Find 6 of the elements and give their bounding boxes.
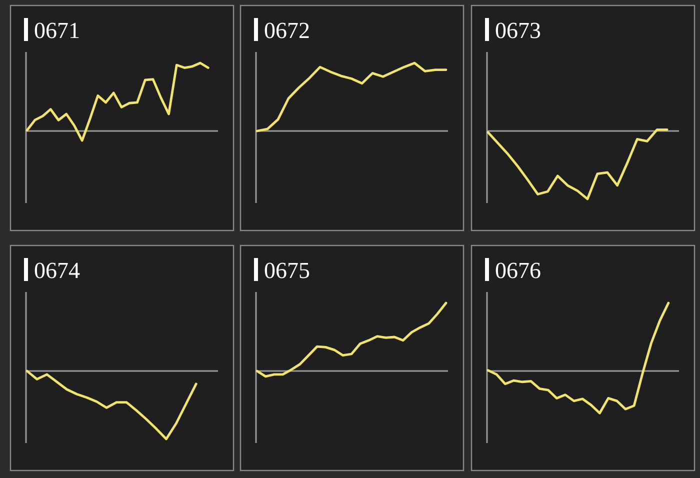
chart-title: 0671 [34,18,80,43]
chart-title: 0674 [34,258,80,283]
chart-title: 0676 [495,258,541,283]
chart-title: 0675 [264,258,310,283]
chart-title: 0672 [264,18,310,43]
chart-title: 0673 [495,18,541,43]
